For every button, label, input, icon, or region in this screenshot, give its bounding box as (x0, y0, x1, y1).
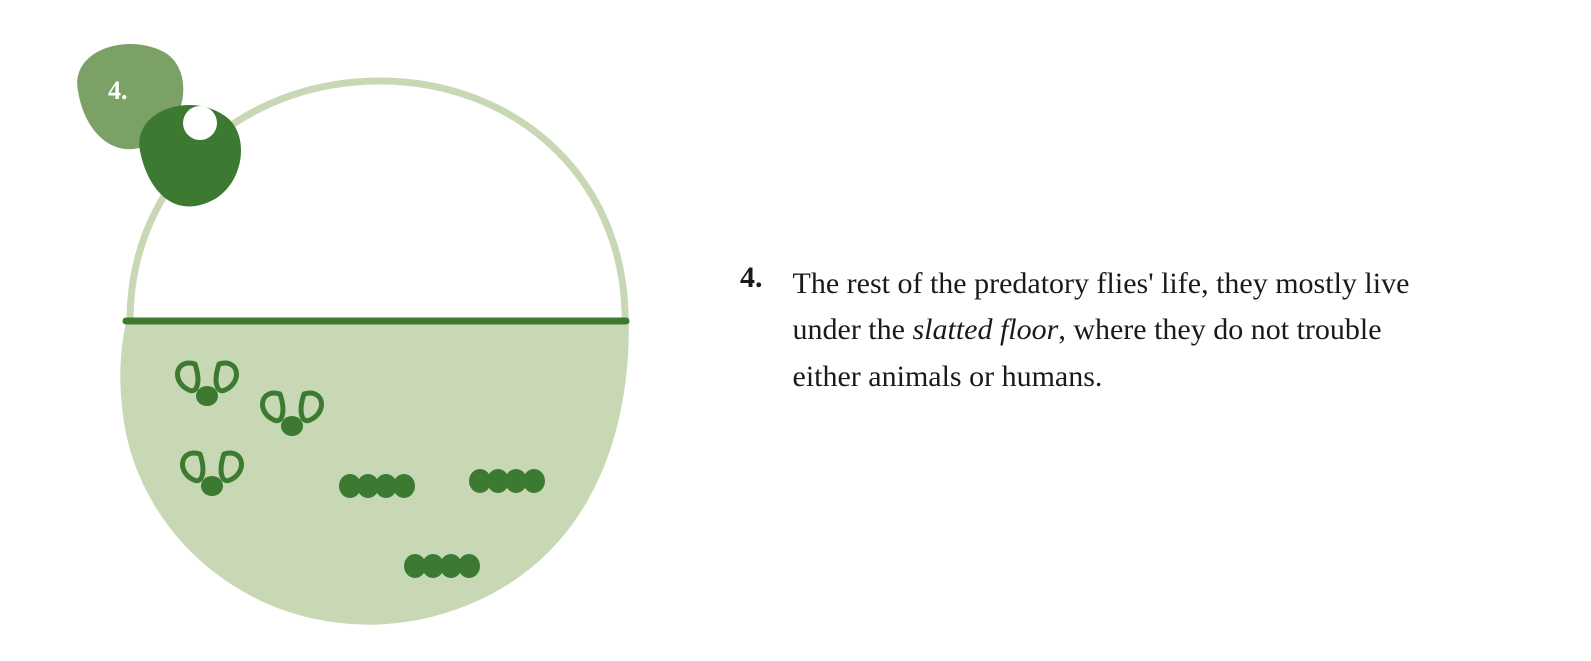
badge-number: 4. (108, 76, 128, 106)
illustration-panel: 4. (40, 21, 680, 641)
step-number: 4. (740, 261, 763, 295)
text-section: 4. The rest of the predatory flies' life… (680, 261, 1551, 401)
step-description: The rest of the predatory flies' life, t… (793, 261, 1413, 401)
infographic-container: 4. 4. The rest of the predatory flies' l… (0, 0, 1591, 661)
badge-eye (183, 106, 217, 140)
desc-italic: slatted floor (912, 313, 1058, 346)
diagram-svg (40, 21, 680, 641)
